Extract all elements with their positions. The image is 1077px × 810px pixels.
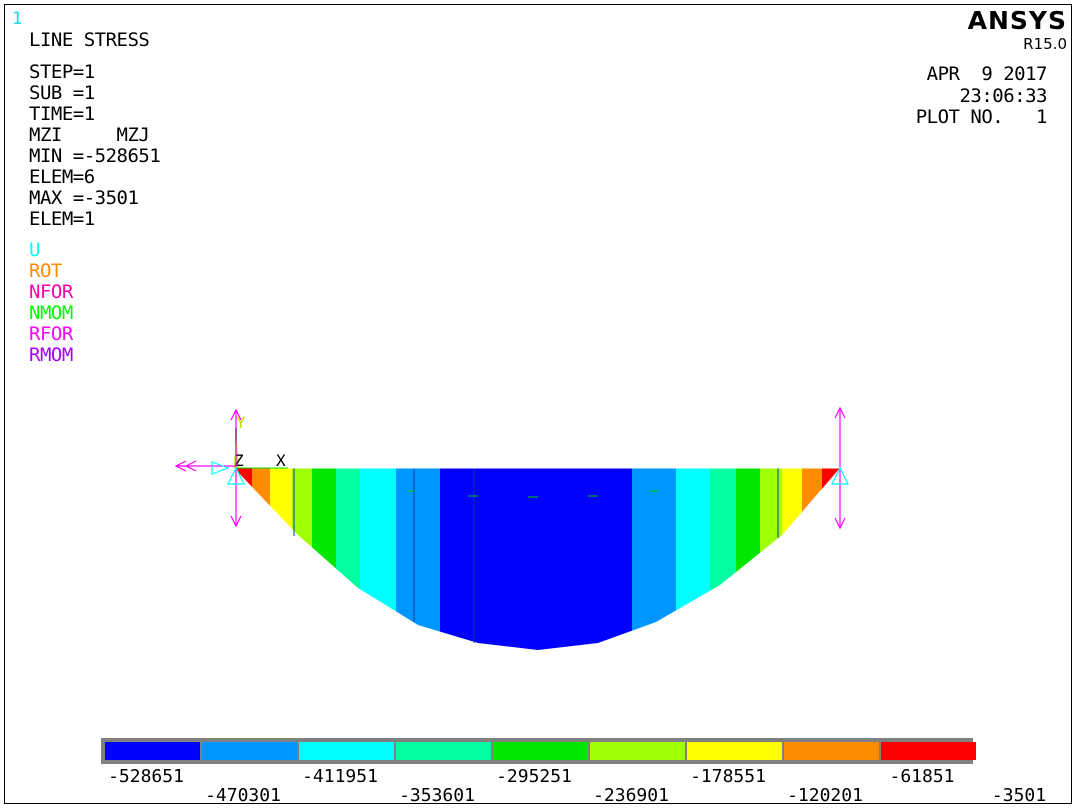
graphics-window <box>4 4 1072 804</box>
contour-band <box>736 468 760 650</box>
ansys-logo-text: ANSYS <box>967 6 1067 35</box>
plot-number-label: PLOT NO. 1 <box>915 106 1048 128</box>
contour-band <box>710 468 736 650</box>
element-dividers <box>293 468 779 643</box>
info-line: MAX =-3501 <box>29 187 139 209</box>
contour-band <box>252 468 270 650</box>
legend-swatch <box>299 742 394 760</box>
contour-band <box>292 468 312 650</box>
legend-value: -411951 <box>302 766 378 787</box>
legend-value: -178551 <box>690 766 766 787</box>
symbol-legend-item: NMOM <box>29 302 73 324</box>
symbol-legend-item: ROT <box>29 260 62 282</box>
legend-value: -3501 <box>992 785 1046 806</box>
legend-swatch <box>493 742 588 760</box>
stress-contour-bands <box>234 468 840 650</box>
contour-band <box>440 468 632 650</box>
legend-value: -61851 <box>889 766 954 787</box>
info-line: ELEM=6 <box>29 166 95 188</box>
contour-band <box>822 468 840 650</box>
contour-band <box>312 468 336 650</box>
legend-swatch <box>784 742 879 760</box>
legend-swatch <box>881 742 976 760</box>
axis-y-label: Y <box>236 413 246 432</box>
date-label: APR 9 2017 <box>926 63 1048 85</box>
info-line: MIN =-528651 <box>29 145 161 167</box>
legend-value: -528651 <box>108 766 184 787</box>
nodal-arrows <box>408 490 658 498</box>
legend-value: -236901 <box>593 785 669 806</box>
contour-band <box>396 468 440 650</box>
contour-band <box>632 468 676 650</box>
plot-title: LINE STRESS <box>29 29 150 51</box>
window-number: 1 <box>12 9 22 29</box>
legend-value: -353601 <box>399 785 475 806</box>
legend-swatch <box>687 742 782 760</box>
symbol-legend-item: RMOM <box>29 344 73 366</box>
contour-band <box>336 468 360 650</box>
right-constraint-icon <box>831 466 849 485</box>
legend-swatch <box>202 742 297 760</box>
legend-swatch <box>105 742 200 760</box>
left-constraint-icon <box>211 461 245 485</box>
left-support-icon <box>174 408 242 528</box>
contour-band <box>802 468 822 650</box>
info-line: TIME=1 <box>29 103 95 125</box>
time-label: 23:06:33 <box>959 85 1047 107</box>
info-line: MZI MZJ <box>29 124 150 146</box>
contour-band <box>270 468 292 650</box>
legend-value: -470301 <box>205 785 281 806</box>
contour-legend-values: -528651 -411951 -295251 -178551 -61851 -47030… <box>108 766 1046 806</box>
legend-value: -120201 <box>787 785 863 806</box>
info-line: ELEM=1 <box>29 208 95 230</box>
contour-band <box>676 468 710 650</box>
axis-x-label: X <box>276 451 286 470</box>
contour-legend-bar <box>101 738 976 764</box>
info-line: SUB =1 <box>29 82 95 104</box>
version-label: R15.0 <box>1023 35 1067 53</box>
contour-band <box>234 468 252 650</box>
contour-band <box>782 468 802 650</box>
legend-swatch <box>590 742 685 760</box>
symbol-legend-item: NFOR <box>29 281 73 303</box>
symbol-legend-item: U <box>29 239 40 261</box>
legend-swatch <box>396 742 491 760</box>
contour-band <box>360 468 396 650</box>
info-line: STEP=1 <box>29 61 95 83</box>
contour-band <box>760 468 782 650</box>
legend-value: -295251 <box>496 766 572 787</box>
symbol-legend-item: RFOR <box>29 323 73 345</box>
axis-z-label: Z <box>234 451 244 470</box>
